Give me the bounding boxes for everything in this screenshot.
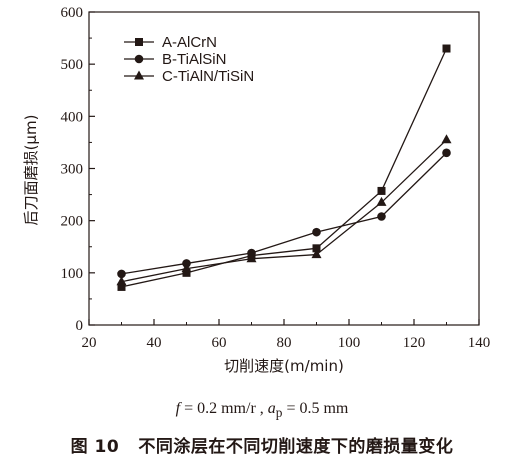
data-point (311, 249, 322, 259)
legend-marker (134, 54, 144, 64)
data-point (117, 282, 126, 291)
y-tick-label: 500 (61, 57, 84, 73)
y-tick-label: 0 (76, 318, 84, 334)
feed-value: = 0.2 mm/r , (180, 400, 268, 417)
x-tick-label: 100 (338, 335, 361, 351)
data-point (181, 263, 192, 273)
legend-label: C-TiAlN/TiSiN (162, 68, 254, 85)
legend-entry: A-AlCrN (124, 34, 217, 51)
chart-series (116, 44, 452, 291)
y-tick-label: 100 (61, 266, 84, 282)
data-point (442, 148, 451, 158)
x-tick-label: 120 (403, 335, 426, 351)
x-axis-label: 切削速度(m/min) (224, 357, 344, 375)
feed-symbol: f (175, 400, 181, 417)
x-tick-label: 60 (212, 335, 227, 351)
y-tick-label: 300 (61, 162, 84, 178)
chart-axes: 20 40 60 80 100 120 140 0 100 200 300 400 500 600 (61, 5, 491, 351)
legend-marker (135, 38, 143, 46)
depth-value: = 0.5 mm (282, 400, 349, 417)
legend-marker (134, 70, 144, 80)
series-triangle (116, 134, 452, 286)
x-tick-label: 80 (277, 335, 292, 351)
depth-subscript: p (275, 405, 283, 421)
data-point (377, 186, 386, 195)
data-point (117, 269, 126, 279)
series-line (121, 152, 447, 275)
data-point (312, 244, 321, 253)
data-point (246, 253, 257, 263)
y-tick-label: 600 (61, 5, 84, 21)
data-point (312, 227, 321, 237)
y-tick-label: 200 (61, 214, 84, 230)
depth-symbol: a (267, 400, 276, 417)
data-point (376, 196, 387, 206)
data-point (182, 268, 191, 277)
x-tick-label: 140 (468, 335, 491, 351)
figure-label: 图 10 (70, 437, 120, 457)
x-tick-label: 20 (82, 335, 97, 351)
cutting-conditions: f = 0.2 mm/r , ap = 0.5 mm (0, 400, 524, 421)
x-tick-label: 40 (147, 335, 162, 351)
data-point (441, 134, 452, 144)
y-tick-label: 400 (61, 109, 84, 125)
y-axis-label: 后刀面磨损(μm) (22, 115, 40, 226)
legend-entry: B-TiAlSiN (124, 51, 226, 68)
data-point (247, 248, 256, 258)
data-point (116, 276, 127, 286)
series-circle (117, 148, 451, 279)
data-point (377, 212, 386, 221)
legend-label: B-TiAlSiN (162, 51, 226, 68)
legend-label: A-AlCrN (162, 34, 217, 51)
legend-entry: C-TiAlN/TiSiN (124, 68, 254, 85)
figure-caption: 图 10 不同涂层在不同切削速度下的磨损量变化 (0, 432, 524, 457)
wear-chart: 20 40 60 80 100 120 140 0 100 200 300 400 500 600 A-A… (22, 5, 491, 375)
series-line (121, 48, 448, 288)
data-point (442, 44, 451, 53)
figure-title: 不同涂层在不同切削速度下的磨损量变化 (138, 437, 454, 457)
series-line (121, 139, 447, 283)
